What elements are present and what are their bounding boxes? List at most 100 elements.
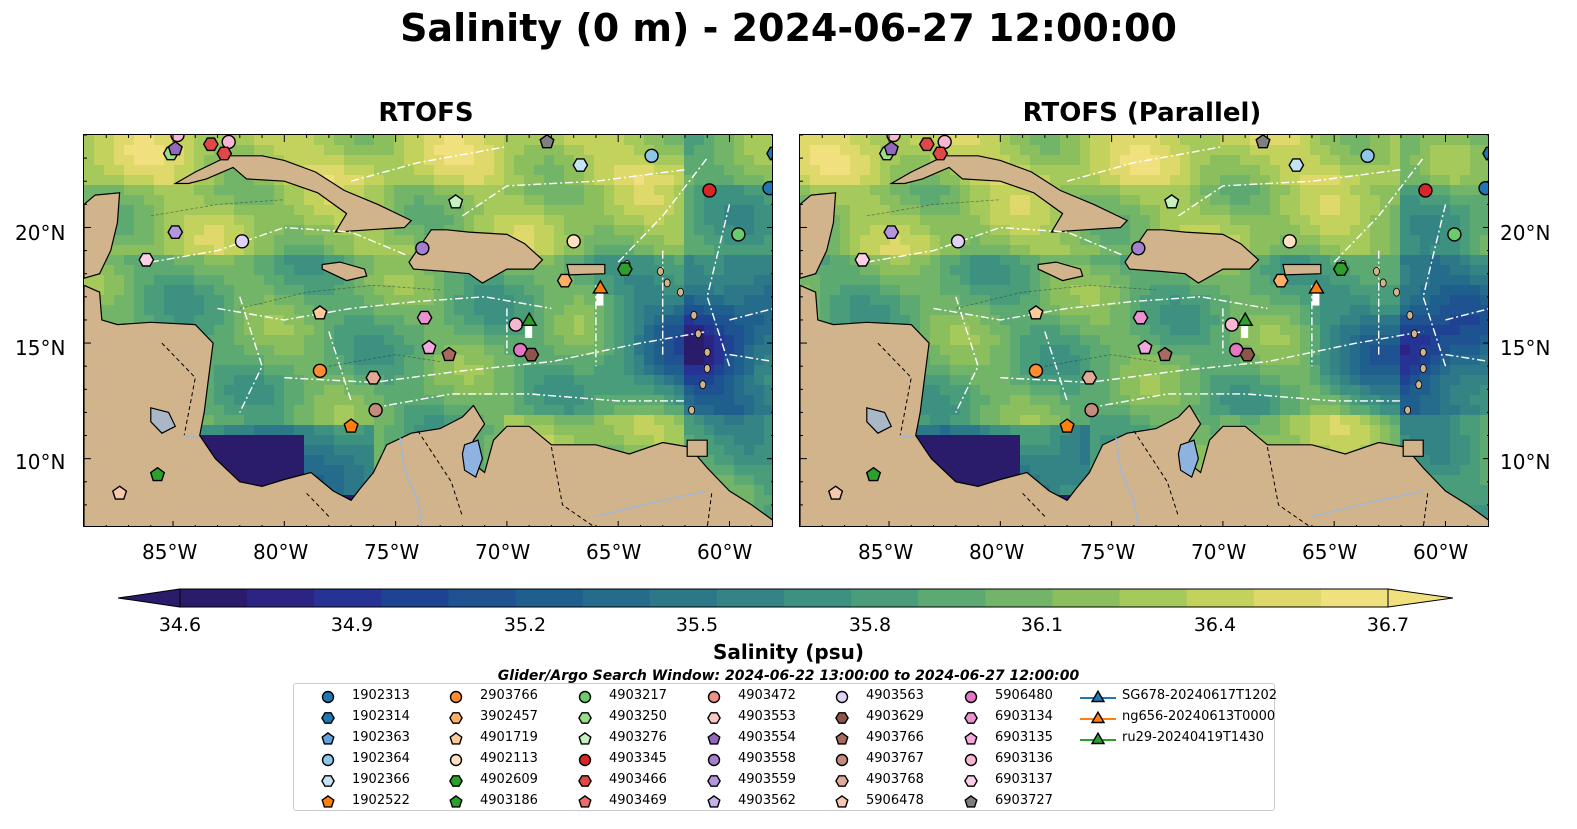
legend-marker-hexagon	[707, 712, 721, 724]
colorbar-segment	[1320, 589, 1389, 607]
marker-4903217	[731, 227, 746, 242]
legend-marker-circle	[321, 690, 335, 704]
land-hispaniola	[408, 229, 544, 284]
colorbar-label: Salinity (psu)	[712, 640, 864, 664]
colorbar-segment	[1186, 589, 1255, 607]
legend-marker-pentagon	[835, 795, 849, 808]
legend-marker-pentagon	[964, 795, 978, 808]
legend-box: 1902313 1902314 1902363 1902364 1902366 19025…	[293, 683, 1277, 811]
legend-marker-circle	[835, 753, 849, 767]
marker-3902457	[556, 273, 573, 288]
float-markers	[111, 135, 772, 500]
lon-label-80w-a: 80°W	[253, 540, 309, 564]
marker-4903186	[149, 466, 166, 482]
land-puertoRico	[1282, 263, 1322, 276]
marker-4903563	[234, 234, 250, 249]
land-lakeNic	[150, 407, 177, 434]
colorbar-segment	[180, 589, 248, 607]
legend-marker-circle	[835, 690, 849, 704]
legend-marker-pentagon	[449, 795, 463, 808]
marker-ru29-20240419T1430	[520, 311, 538, 327]
marker-ng656-20240613T0000	[592, 279, 609, 294]
land-masses	[84, 155, 772, 526]
legend-label: 4903472	[738, 688, 796, 703]
legend-label: 6903135	[995, 730, 1053, 745]
marker-4903767	[368, 402, 383, 418]
marker-4903466	[202, 137, 219, 152]
colorbar-segment	[515, 589, 584, 607]
legend-marker-hexagon	[449, 775, 463, 787]
legend-marker-triangle	[1090, 710, 1106, 724]
marker-4903466	[932, 146, 949, 161]
legend-marker-pentagon	[321, 795, 335, 808]
lon-label-65w-b: 65°W	[1302, 540, 1358, 564]
lon-label-75w-b: 75°W	[1080, 540, 1136, 564]
legend-label: 4903186	[480, 793, 538, 808]
land-puertoRico	[566, 263, 606, 276]
legend-label: 6903137	[995, 772, 1053, 787]
marker-1902366	[572, 158, 589, 172]
marker-1902313	[762, 180, 772, 196]
lat-label-right-20n: 20°N	[1500, 221, 1551, 245]
lon-label-80w-b: 80°W	[969, 540, 1025, 564]
legend-label: 1902522	[352, 793, 410, 808]
salinity-map-rtofs-parallel	[799, 134, 1489, 527]
legend-marker-circle	[578, 690, 592, 704]
land-cuba	[173, 155, 413, 233]
lat-label-right-15n: 15°N	[1500, 336, 1551, 360]
colorbar-tick: 36.1	[1020, 614, 1064, 636]
land-lakeNic	[866, 407, 893, 434]
panel-title-rtofs-parallel: RTOFS (Parallel)	[1022, 98, 1262, 128]
marker-4903766	[441, 346, 457, 362]
depth-contours	[150, 199, 441, 367]
legend-marker-pentagon	[578, 795, 592, 808]
marker-5906478	[827, 485, 844, 500]
legend-marker-pentagon	[707, 795, 721, 808]
marker-4903563	[950, 234, 966, 249]
marker-4903629	[523, 347, 540, 362]
colorbar-segment	[381, 589, 450, 607]
legend-label: 4903553	[738, 709, 796, 724]
legend-label: 4903768	[866, 772, 924, 787]
marker-6903727	[539, 135, 555, 149]
marker-4903276	[448, 194, 464, 209]
colorbar-segment	[851, 589, 919, 607]
colorbar-tick: 36.7	[1366, 614, 1410, 636]
legend-label: 4903562	[738, 793, 796, 808]
legend-label: 5906480	[995, 688, 1053, 703]
colorbar-segment	[247, 589, 315, 607]
colorbar-tick: 35.8	[848, 614, 892, 636]
colorbar-segment	[1253, 589, 1322, 607]
colorbar-segment	[448, 589, 517, 607]
lon-label-60w-b: 60°W	[1413, 540, 1469, 564]
marker-1902314	[766, 146, 772, 161]
legend-marker-circle	[449, 690, 463, 704]
legend-marker-circle	[707, 753, 721, 767]
marker-6903136	[170, 135, 185, 143]
colorbar-segment	[649, 589, 718, 607]
marker-4903767	[1084, 402, 1099, 418]
lon-label-60w-a: 60°W	[697, 540, 753, 564]
legend-marker-hexagon	[578, 712, 592, 724]
land-yucatanNorth	[800, 192, 837, 279]
colorbar-extend-high	[1387, 588, 1454, 608]
legend-label: 4903469	[609, 793, 667, 808]
land-jamaica	[321, 261, 368, 282]
lesser-antilles	[1339, 260, 1427, 415]
marker-4903768	[1081, 370, 1098, 385]
legend-marker-pentagon	[707, 732, 721, 745]
lat-label-right-10n: 10°N	[1500, 450, 1551, 474]
marker-4903559	[883, 225, 900, 240]
marker-6903135	[421, 339, 437, 355]
marker-1902522	[1059, 418, 1075, 433]
country-borders	[161, 342, 713, 526]
marker-6903136	[937, 135, 952, 150]
colorbar-segment	[784, 589, 852, 607]
colorbar-tick: 34.6	[158, 614, 202, 636]
legend-label: 1902363	[352, 730, 410, 745]
frame-ticks	[800, 135, 1488, 526]
land-lakeMaracaibo	[461, 439, 484, 479]
legend-label: 4903767	[866, 751, 924, 766]
marker-4902113	[1282, 234, 1297, 249]
legend-marker-hexagon	[578, 775, 592, 787]
